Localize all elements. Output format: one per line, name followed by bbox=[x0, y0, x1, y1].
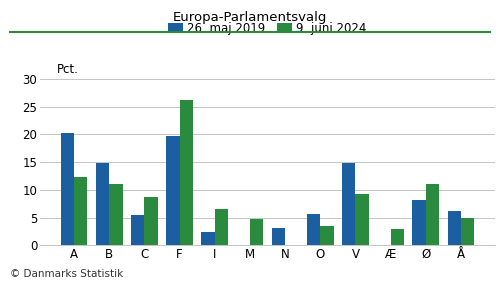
Bar bbox=[144, 197, 158, 245]
Bar bbox=[356, 194, 369, 245]
Bar bbox=[272, 228, 285, 245]
Bar bbox=[131, 215, 144, 245]
Bar bbox=[166, 136, 179, 245]
Bar bbox=[214, 209, 228, 245]
Bar bbox=[180, 100, 193, 245]
Bar bbox=[109, 184, 122, 245]
Text: Europa-Parlamentsvalg: Europa-Parlamentsvalg bbox=[173, 11, 327, 24]
Bar bbox=[74, 177, 88, 245]
Bar bbox=[202, 232, 214, 245]
Bar bbox=[96, 163, 109, 245]
Bar bbox=[448, 211, 461, 245]
Bar bbox=[390, 229, 404, 245]
Bar bbox=[307, 214, 320, 245]
Bar bbox=[250, 219, 264, 245]
Bar bbox=[461, 218, 474, 245]
Text: Pct.: Pct. bbox=[56, 63, 78, 76]
Bar bbox=[426, 184, 439, 245]
Bar bbox=[342, 163, 355, 245]
Bar bbox=[60, 133, 74, 245]
Bar bbox=[320, 226, 334, 245]
Text: © Danmarks Statistik: © Danmarks Statistik bbox=[10, 269, 123, 279]
Legend: 26. maj 2019, 9. juni 2024: 26. maj 2019, 9. juni 2024 bbox=[168, 22, 366, 35]
Bar bbox=[412, 201, 426, 245]
